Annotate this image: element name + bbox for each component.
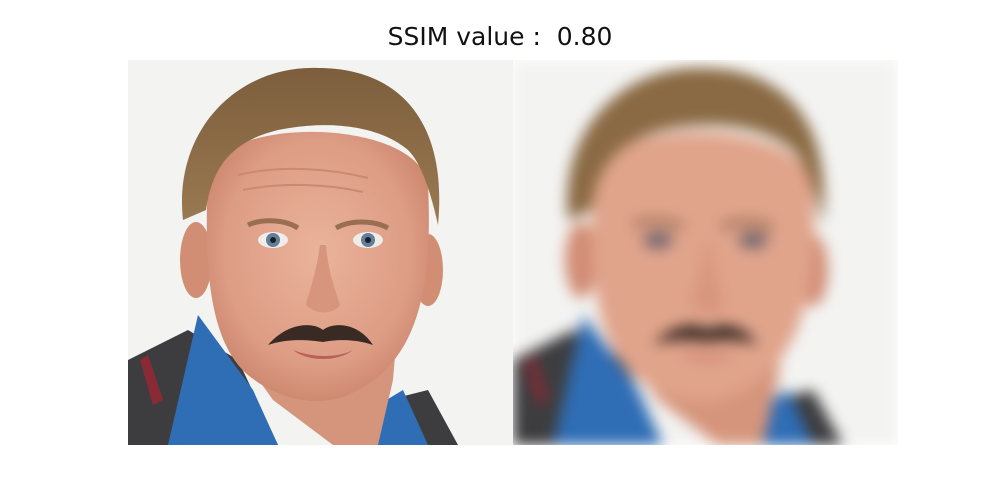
original-face (128, 60, 513, 445)
ssim-title: SSIM value : 0.80 (387, 22, 613, 51)
original-image (128, 60, 513, 445)
blurred-face (513, 60, 898, 445)
blurred-image (513, 60, 898, 445)
